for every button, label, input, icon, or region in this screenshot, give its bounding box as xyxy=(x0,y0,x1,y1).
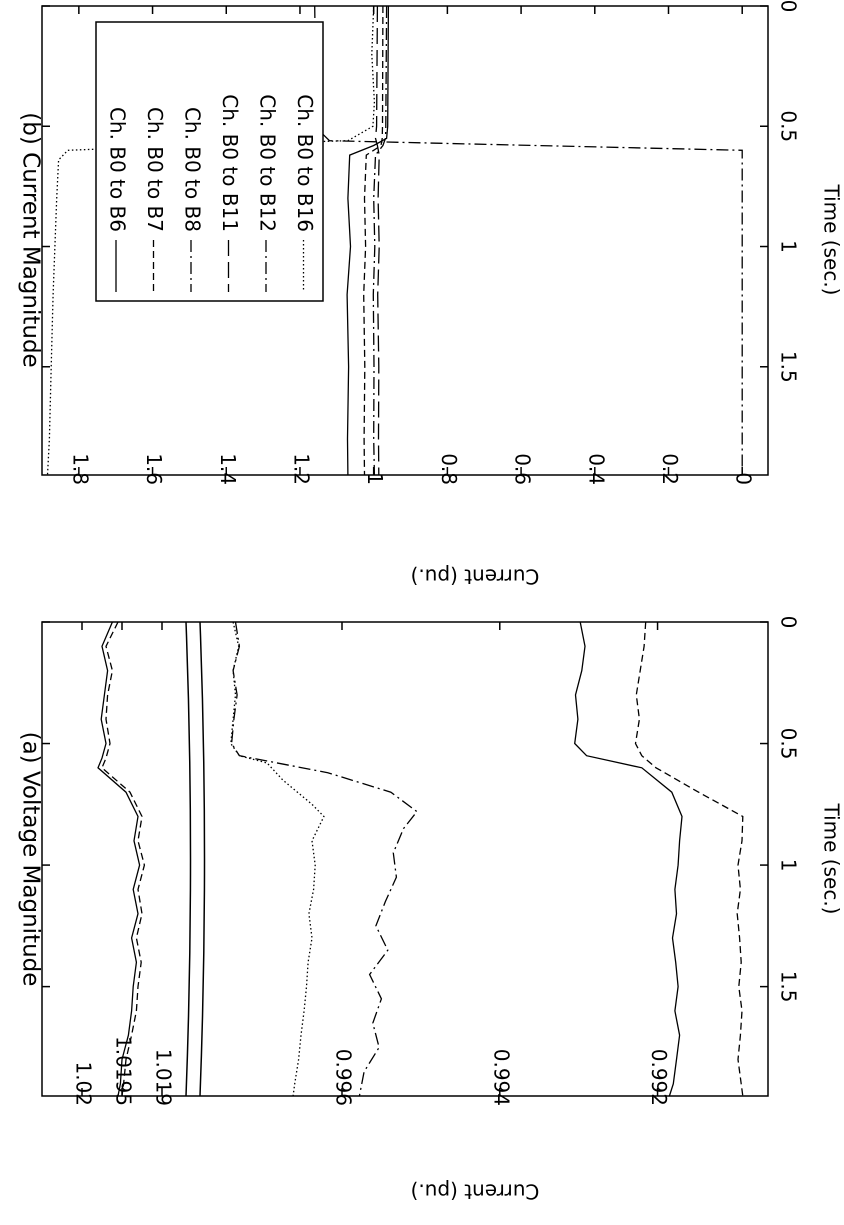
x-axis-ticks: 0 0.5 1 1.5 xyxy=(42,616,801,1003)
legend-label: Ch. B0 to B8 xyxy=(181,107,205,232)
chart-title: (a) Voltage Magnitude xyxy=(18,732,44,987)
series-line-6 xyxy=(230,621,418,1097)
legend-item: Ch. B0 to B6 xyxy=(106,107,130,292)
plot-frame xyxy=(41,5,769,476)
y-tick-label: 1.2 xyxy=(289,453,313,485)
legend-item: Ch. B0 to B8 xyxy=(181,107,205,292)
series-line-5 xyxy=(313,5,743,475)
series-line-6 xyxy=(46,5,376,476)
legend-label: Ch. B0 to B7 xyxy=(143,107,167,232)
y-tick-label: 1.4 xyxy=(216,453,240,485)
series-line-4 xyxy=(374,5,380,476)
y-tick-label: 0.8 xyxy=(437,453,461,485)
current-magnitude-panel: (b) Current Magnitude Time (sec.) Curren… xyxy=(18,0,844,589)
legend-item: Ch. B0 to B11 xyxy=(218,94,242,292)
x-tick-label: 1.5 xyxy=(777,351,801,383)
y-tick-label: 0.996 xyxy=(332,1049,356,1106)
x-tick-label: 0.5 xyxy=(777,110,801,142)
series-line-1 xyxy=(346,5,390,476)
series-group xyxy=(97,621,744,1097)
legend: Ch. B0 to B6 Ch. B0 to B7 Ch. B0 to B8 Ch. … xyxy=(95,21,324,302)
y-axis-ticks: 1.8 1.6 1.4 1.2 1 0.8 0.6 0.4 0.2 0 xyxy=(68,6,756,485)
y-tick-label: 0.2 xyxy=(658,453,682,485)
y-tick-label: 0.994 xyxy=(489,1049,513,1106)
y-axis-ticks: 1.02 1.0195 1.019 0.996 0.994 0.992 xyxy=(72,622,671,1106)
y-axis-label: Current (pu.) xyxy=(411,565,540,589)
x-axis-label: Time (sec.) xyxy=(820,803,844,915)
legend-item: Ch. B0 to B16 xyxy=(293,94,317,292)
x-tick-label: 1 xyxy=(777,240,801,253)
x-tick-label: 0 xyxy=(777,616,801,629)
series-line-1 xyxy=(97,621,141,1097)
y-tick-label: 1.019 xyxy=(152,1049,176,1106)
series-line-2 xyxy=(363,5,384,476)
series-group xyxy=(46,5,743,476)
y-tick-label: 0 xyxy=(732,472,756,485)
plot-frame xyxy=(41,621,769,1097)
axis-break xyxy=(183,621,206,1097)
x-axis-ticks: 0 0.5 1 1.5 xyxy=(42,0,801,383)
legend-item: Ch. B0 to B12 xyxy=(256,94,280,292)
y-tick-label: 1.6 xyxy=(142,453,166,485)
y-tick-label: 0.992 xyxy=(647,1049,671,1106)
x-axis-label: Time (sec.) xyxy=(820,184,844,296)
series-line-3 xyxy=(372,5,388,476)
series-line-2 xyxy=(101,621,146,1097)
legend-label: Ch. B0 to B11 xyxy=(218,94,242,232)
y-axis-label: Current (pu.) xyxy=(411,1180,540,1204)
voltage-magnitude-panel: (a) Voltage Magnitude Time (sec.) Curren… xyxy=(18,616,844,1204)
chart-title: (b) Current Magnitude xyxy=(18,112,44,367)
y-tick-label: 0.6 xyxy=(511,453,535,485)
y-tick-label: 1.8 xyxy=(68,453,92,485)
x-tick-label: 1.5 xyxy=(777,971,801,1003)
legend-item: Ch. B0 to B7 xyxy=(143,107,167,292)
y-tick-label: 1.0195 xyxy=(112,1036,136,1106)
legend-label: Ch. B0 to B6 xyxy=(106,107,130,232)
series-line-4 xyxy=(634,621,744,1097)
x-tick-label: 1 xyxy=(777,859,801,872)
x-tick-label: 0 xyxy=(777,0,801,12)
x-tick-label: 0.5 xyxy=(777,728,801,760)
legend-label: Ch. B0 to B16 xyxy=(293,94,317,232)
y-tick-label: 1.02 xyxy=(72,1061,96,1106)
series-line-5 xyxy=(230,621,325,1097)
y-tick-label: 1 xyxy=(363,472,387,485)
legend-box xyxy=(95,21,324,302)
legend-label: Ch. B0 to B12 xyxy=(256,94,280,232)
series-line-3 xyxy=(574,621,683,1097)
y-tick-label: 0.4 xyxy=(584,453,608,485)
